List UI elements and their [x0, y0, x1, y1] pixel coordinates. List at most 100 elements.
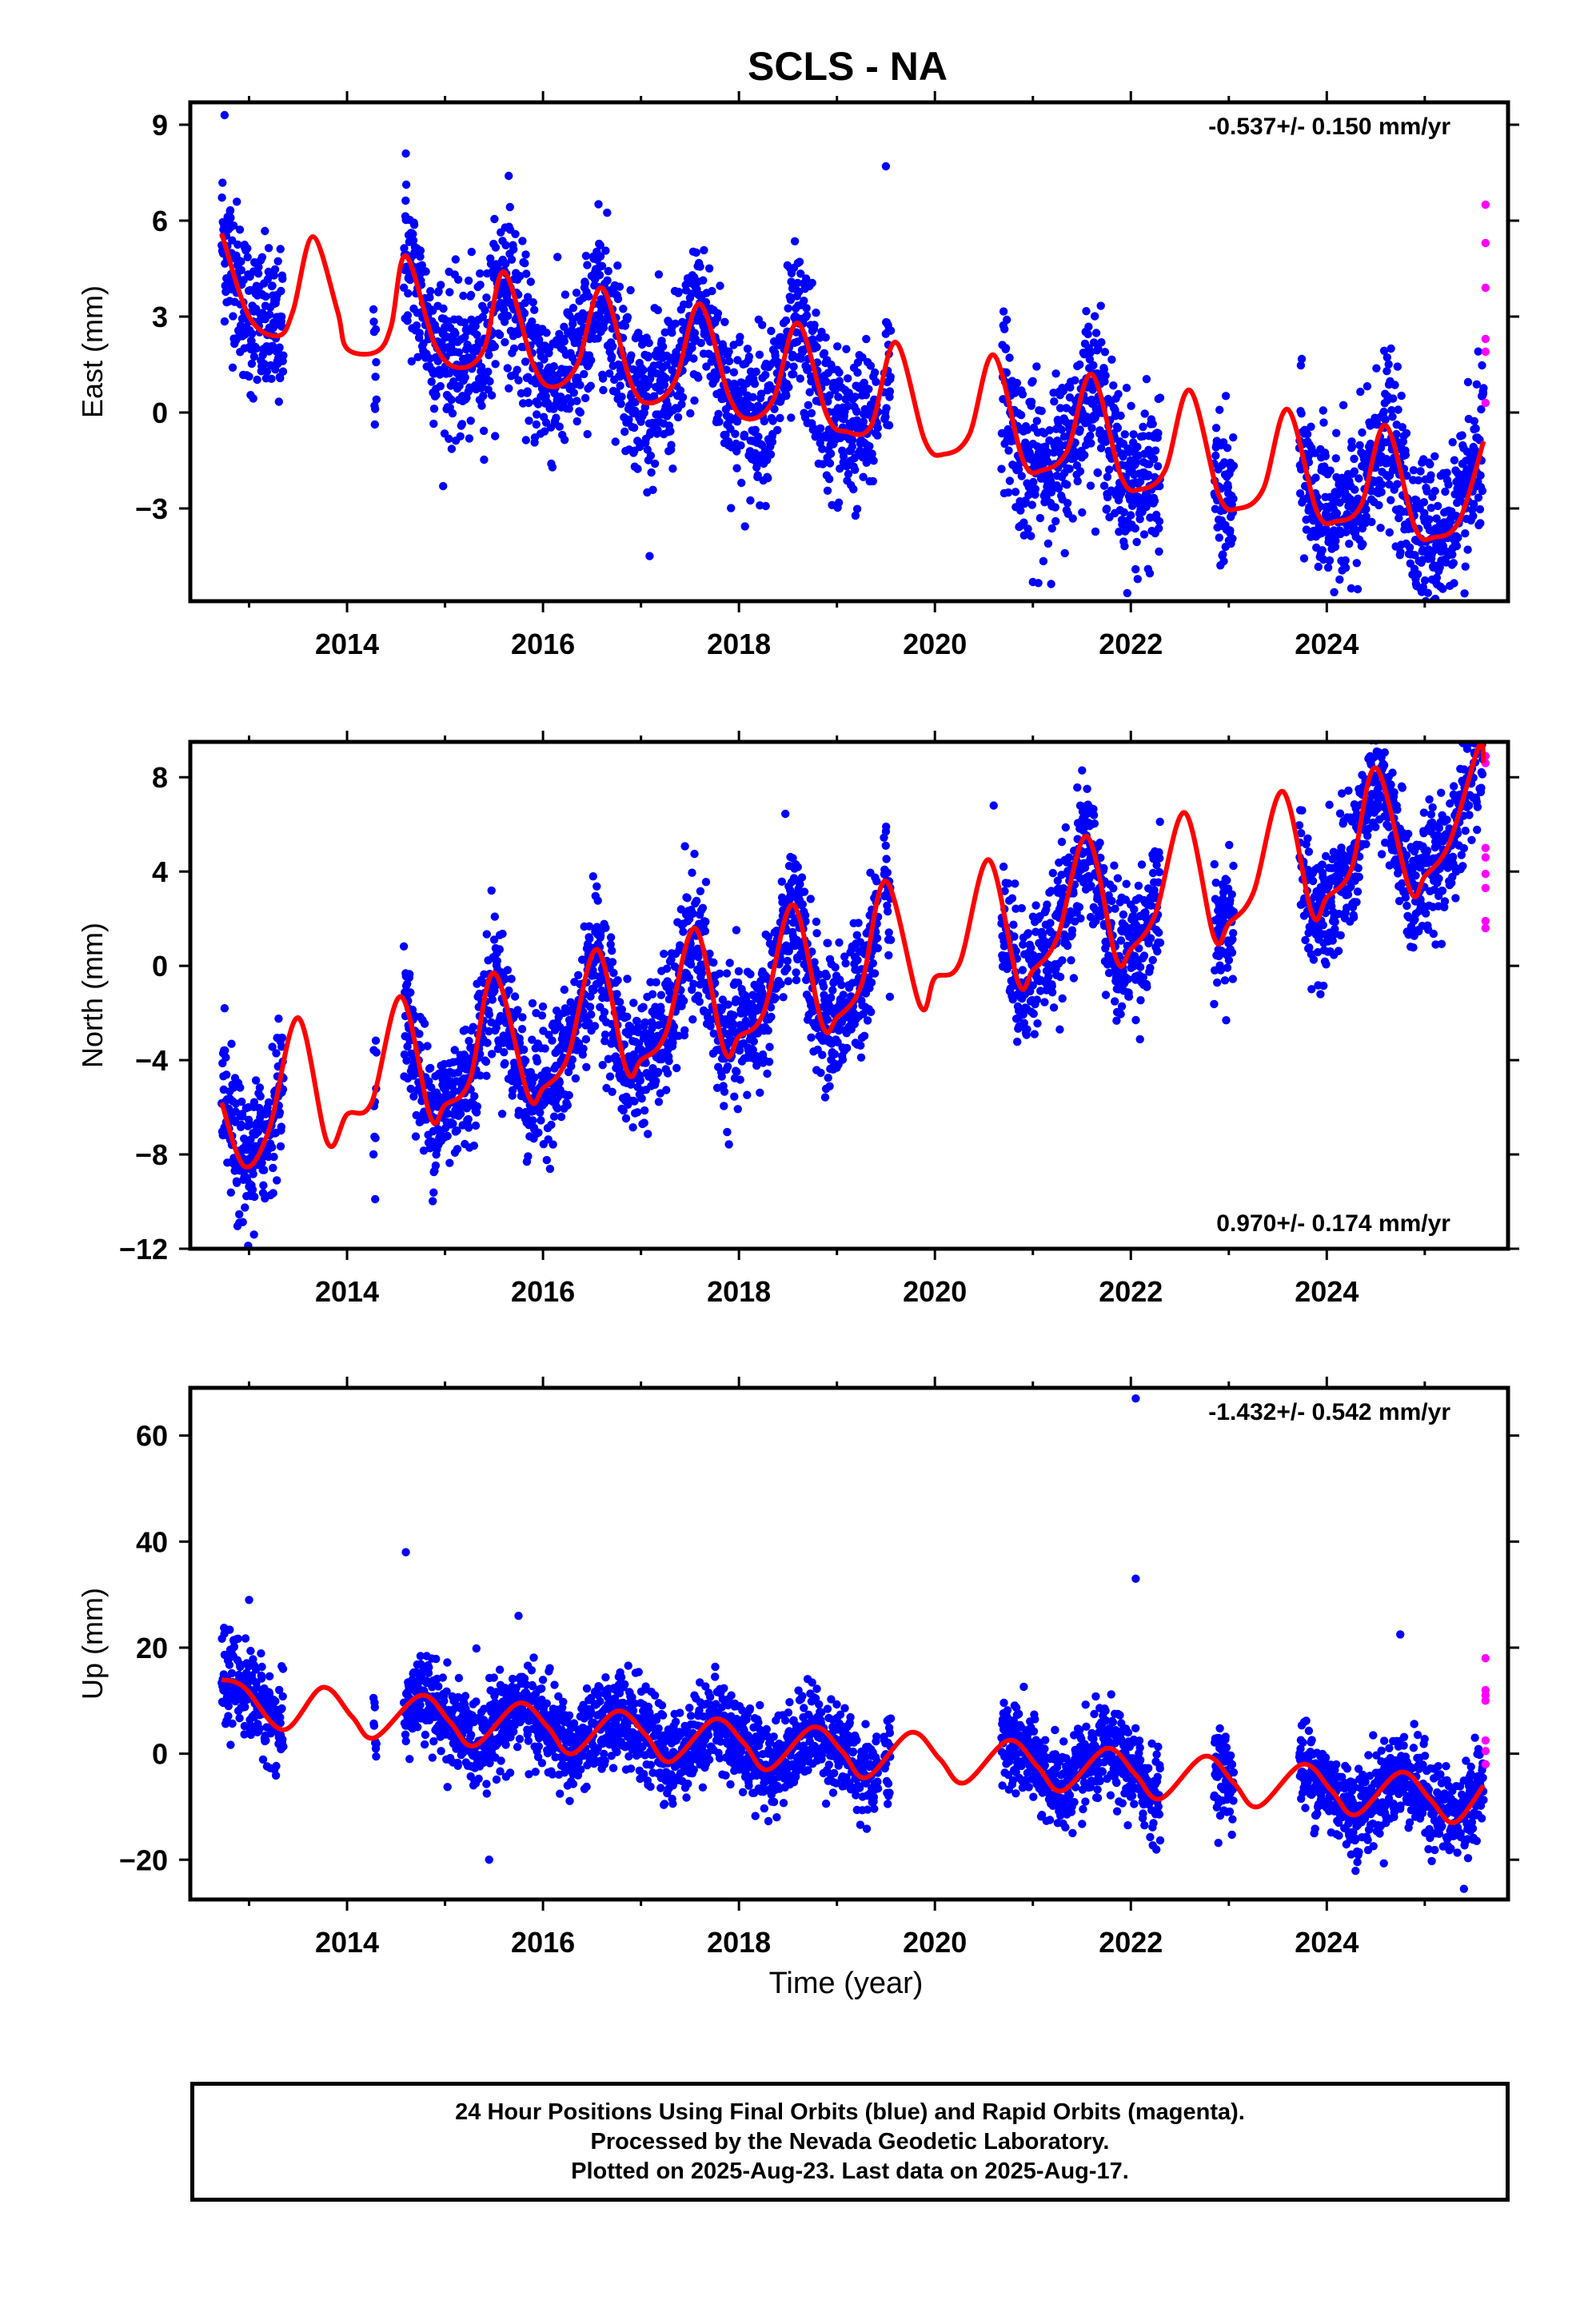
final-orbit-point: [818, 1050, 826, 1058]
final-orbit-point: [221, 1054, 229, 1062]
final-orbit-point: [465, 434, 473, 442]
final-orbit-point: [848, 436, 856, 444]
final-orbit-point: [574, 971, 582, 979]
final-orbit-point: [761, 371, 769, 379]
final-orbit-point: [652, 1077, 660, 1085]
y-tick-label: 3: [152, 301, 168, 333]
final-orbit-point: [1462, 563, 1470, 571]
final-orbit-point: [453, 1145, 461, 1153]
final-orbit-outlier-point: [882, 162, 890, 170]
final-orbit-point: [884, 868, 892, 876]
final-orbit-point: [816, 1069, 824, 1077]
final-orbit-point: [533, 1058, 541, 1066]
final-orbit-point: [550, 362, 558, 370]
final-orbit-point: [736, 1075, 744, 1083]
x-tick-label: 2022: [1099, 628, 1163, 660]
final-orbit-point: [1219, 557, 1227, 565]
final-orbit-point: [675, 288, 683, 296]
final-orbit-point: [372, 325, 380, 333]
final-orbit-point: [837, 981, 845, 989]
final-orbit-point: [261, 293, 269, 301]
final-orbit-point: [730, 369, 738, 377]
final-orbit-point: [746, 970, 754, 978]
final-orbit-point: [651, 460, 659, 468]
final-orbit-point: [873, 934, 881, 942]
final-orbit-point: [1229, 495, 1237, 503]
final-orbit-point: [812, 309, 820, 317]
final-orbit-point: [533, 410, 541, 418]
final-orbit-point: [679, 393, 687, 401]
final-orbit-point: [1063, 499, 1071, 507]
final-orbit-point: [549, 1140, 557, 1148]
final-orbit-point: [258, 253, 266, 261]
final-orbit-point: [1386, 496, 1394, 504]
final-orbit-point: [274, 1015, 282, 1022]
final-orbit-point: [569, 304, 577, 312]
final-orbit-point: [406, 988, 414, 996]
final-orbit-point: [498, 1110, 506, 1118]
final-orbit-point: [833, 342, 841, 350]
final-orbit-point: [731, 430, 739, 438]
final-orbit-point: [457, 1110, 465, 1118]
final-orbit-point: [773, 426, 781, 434]
final-orbit-point: [709, 959, 717, 967]
final-orbit-point: [510, 345, 518, 353]
final-orbit-point: [552, 414, 560, 422]
final-orbit-point: [553, 253, 561, 261]
final-orbit-point: [371, 405, 379, 413]
final-orbit-point: [449, 409, 457, 417]
final-orbit-point: [1044, 540, 1052, 548]
final-orbit-point: [869, 959, 877, 967]
final-orbit-point: [764, 474, 772, 482]
final-orbit-point: [444, 1132, 452, 1140]
final-orbit-point: [1004, 488, 1012, 496]
final-orbit-point: [1378, 488, 1386, 496]
final-orbit-point: [550, 1113, 558, 1121]
final-orbit-point: [887, 936, 895, 944]
final-orbit-point: [488, 887, 496, 895]
final-orbit-point: [488, 391, 496, 399]
final-orbit-point: [1023, 524, 1031, 532]
final-orbit-point: [616, 381, 624, 389]
final-orbit-point: [490, 215, 498, 223]
final-orbit-point: [482, 1058, 490, 1066]
final-orbit-point: [699, 277, 707, 285]
final-orbit-point: [1355, 441, 1363, 449]
final-orbit-point: [1018, 472, 1026, 480]
final-orbit-point: [732, 926, 740, 934]
final-orbit-point: [439, 482, 447, 490]
final-orbit-point: [723, 969, 731, 977]
final-orbit-point: [465, 1123, 473, 1131]
final-orbit-point: [580, 370, 588, 378]
final-orbit-point: [1307, 423, 1315, 431]
final-orbit-point: [1002, 344, 1010, 352]
final-orbit-point: [781, 810, 789, 818]
final-orbit-point: [1375, 501, 1382, 509]
final-orbit-point: [1342, 556, 1350, 564]
final-orbit-point: [648, 991, 656, 999]
final-orbit-point: [1383, 353, 1391, 361]
final-orbit-point: [857, 1054, 865, 1062]
final-orbit-point: [369, 317, 377, 325]
final-orbit-point: [1069, 514, 1077, 522]
final-orbit-point: [511, 992, 519, 1000]
final-orbit-point: [804, 401, 812, 409]
final-orbit-point: [1027, 398, 1035, 406]
final-orbit-point: [674, 413, 682, 421]
final-orbit-point: [1149, 420, 1157, 428]
final-orbit-point: [714, 309, 722, 317]
final-orbit-point: [542, 329, 550, 337]
final-orbit-point: [652, 979, 660, 987]
final-orbit-point: [437, 281, 445, 289]
final-orbit-point: [619, 305, 627, 313]
final-orbit-point: [1414, 627, 1422, 635]
final-orbit-point: [534, 400, 542, 408]
rapid-orbit-point: [1482, 399, 1490, 407]
final-orbit-point: [1426, 460, 1434, 468]
final-orbit-point: [1331, 536, 1339, 544]
x-tick-label: 2014: [315, 628, 379, 660]
final-orbit-points: [217, 111, 1488, 649]
final-orbit-point: [659, 342, 667, 350]
final-orbit-point: [221, 317, 229, 325]
final-orbit-point: [736, 441, 744, 449]
